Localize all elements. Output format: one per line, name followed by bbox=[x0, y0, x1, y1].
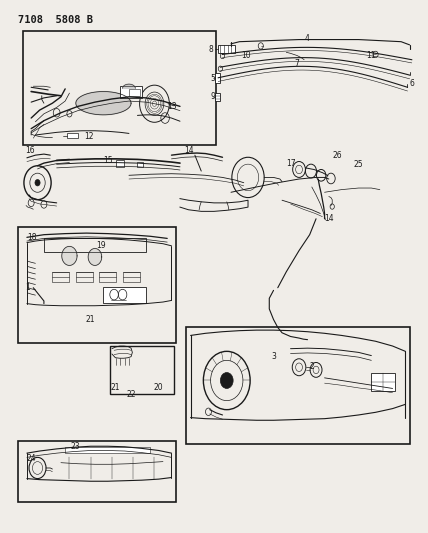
Text: 21: 21 bbox=[86, 315, 95, 324]
Bar bbox=[44, 238, 146, 252]
Text: 24: 24 bbox=[27, 454, 36, 463]
Text: 14: 14 bbox=[324, 214, 334, 223]
Text: 3: 3 bbox=[271, 352, 276, 361]
Bar bbox=[218, 45, 235, 53]
Polygon shape bbox=[88, 248, 102, 265]
Bar bbox=[52, 272, 69, 282]
Text: 23: 23 bbox=[71, 442, 80, 451]
Bar bbox=[215, 73, 220, 83]
Bar bbox=[67, 133, 78, 138]
Text: 12: 12 bbox=[84, 132, 93, 141]
Circle shape bbox=[35, 180, 40, 186]
Bar bbox=[122, 272, 140, 282]
Bar bbox=[137, 161, 143, 167]
Polygon shape bbox=[76, 92, 131, 115]
Bar bbox=[99, 272, 116, 282]
Circle shape bbox=[220, 373, 233, 389]
Bar bbox=[372, 373, 395, 391]
Text: 1: 1 bbox=[25, 283, 30, 292]
Text: 16: 16 bbox=[25, 147, 34, 156]
Bar bbox=[18, 227, 176, 343]
Text: 17: 17 bbox=[286, 159, 295, 167]
Bar bbox=[120, 86, 142, 98]
Bar bbox=[76, 272, 93, 282]
Text: 4: 4 bbox=[305, 34, 310, 43]
Text: 21: 21 bbox=[110, 383, 120, 392]
Text: 18: 18 bbox=[27, 233, 36, 242]
Text: 15: 15 bbox=[103, 156, 113, 165]
Bar bbox=[23, 30, 216, 144]
Text: 7: 7 bbox=[294, 60, 299, 68]
Text: 7108  5808 B: 7108 5808 B bbox=[18, 14, 93, 25]
Text: 20: 20 bbox=[153, 383, 163, 392]
Bar bbox=[116, 160, 124, 167]
Bar bbox=[215, 93, 220, 101]
Text: 6: 6 bbox=[410, 79, 414, 88]
Bar bbox=[186, 327, 410, 444]
Text: 11: 11 bbox=[367, 51, 376, 60]
Text: 2: 2 bbox=[309, 362, 314, 370]
Text: 8: 8 bbox=[208, 45, 213, 54]
Bar bbox=[110, 346, 174, 394]
Text: 5: 5 bbox=[211, 74, 215, 83]
Text: 10: 10 bbox=[241, 51, 251, 60]
Text: 9: 9 bbox=[211, 92, 215, 101]
Bar bbox=[65, 447, 150, 453]
Polygon shape bbox=[122, 84, 135, 88]
Polygon shape bbox=[62, 246, 77, 265]
Text: 26: 26 bbox=[333, 151, 342, 160]
Text: 19: 19 bbox=[96, 241, 106, 250]
Bar bbox=[18, 441, 176, 503]
Text: 14: 14 bbox=[184, 147, 194, 156]
Text: 13: 13 bbox=[167, 102, 177, 111]
Bar bbox=[129, 90, 140, 96]
Text: 22: 22 bbox=[126, 390, 136, 399]
Bar bbox=[104, 287, 146, 303]
Text: 25: 25 bbox=[354, 160, 363, 168]
